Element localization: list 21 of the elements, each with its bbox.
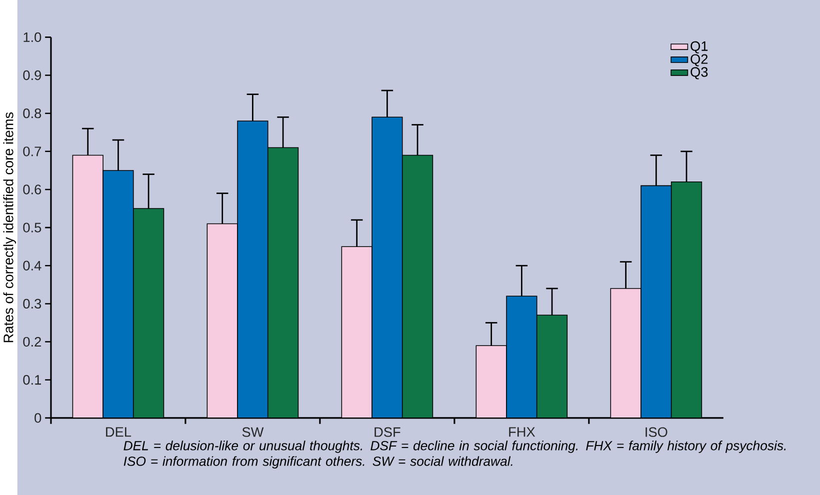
text: DEL = delusion-like or unusual thoughts. DSF = decline in social functioning. FHX = family history of psychosis. ISO = information from significant others. SW = social withdrawal. [124, 440, 786, 468]
legend-label: Q3 [690, 67, 708, 80]
y-tick-label: 0.2 [23, 336, 41, 347]
y-tick-label: 0.5 [23, 222, 42, 232]
y-tick-label: 0.9 [23, 70, 41, 80]
legend-label: Q1 [690, 41, 708, 54]
y-tick-label: 0.6 [23, 184, 42, 194]
y-tick-label: 0 [34, 412, 42, 423]
x-tick-label: DEL [106, 427, 132, 437]
y-tick-label: 0.8 [23, 108, 42, 118]
y-tick-label: 1.0 [24, 32, 42, 42]
legend-label: Q2 [690, 54, 708, 66]
y-tick-label: 0.1 [23, 374, 41, 385]
x-tick-label: FHX [509, 427, 536, 437]
x-tick-label: SW [242, 427, 264, 437]
y-tick-label: 0.4 [23, 260, 42, 270]
y-axis-title: Rates of correctly identified core items [3, 112, 16, 342]
y-tick-label: 0.3 [23, 298, 42, 308]
y-tick-label: 0.7 [23, 146, 41, 156]
x-tick-label: ISO [646, 427, 668, 437]
x-tick-label: DSF [374, 427, 400, 437]
